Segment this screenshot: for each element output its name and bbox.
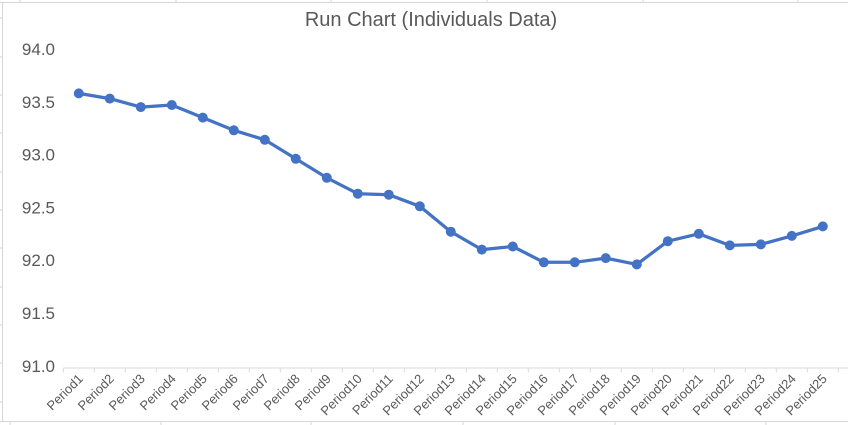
- data-point-period20[interactable]: [662, 236, 673, 247]
- data-series[interactable]: [73, 88, 828, 270]
- data-point-period23[interactable]: [755, 239, 766, 250]
- y-tick-label[interactable]: 93.0: [22, 146, 55, 165]
- value-axis-labels[interactable]: 94.0 93.5 93.0 92.5 92.0 91.5 91.0: [22, 40, 55, 376]
- data-point-period7[interactable]: [259, 134, 270, 145]
- data-point-period19[interactable]: [631, 259, 642, 270]
- y-tick-label[interactable]: 93.5: [22, 93, 55, 112]
- y-tick-label[interactable]: 92.5: [22, 198, 55, 217]
- data-point-period16[interactable]: [538, 257, 549, 268]
- y-tick-label[interactable]: 94.0: [22, 40, 55, 59]
- category-axis[interactable]: [62, 367, 848, 373]
- data-point-period11[interactable]: [383, 189, 394, 200]
- data-point-period3[interactable]: [135, 102, 146, 113]
- data-point-period13[interactable]: [445, 226, 456, 237]
- data-point-period24[interactable]: [786, 230, 797, 241]
- data-point-period21[interactable]: [693, 228, 704, 239]
- data-point-period15[interactable]: [507, 241, 518, 252]
- chart-title[interactable]: Run Chart (Individuals Data): [304, 9, 558, 31]
- data-point-period18[interactable]: [600, 253, 611, 264]
- data-point-period2[interactable]: [104, 93, 115, 104]
- data-point-period1[interactable]: [73, 88, 84, 99]
- data-point-period12[interactable]: [414, 201, 425, 212]
- data-point-period10[interactable]: [352, 188, 363, 199]
- y-tick-label[interactable]: 91.0: [22, 357, 55, 376]
- y-tick-label[interactable]: 91.5: [22, 304, 55, 323]
- data-point-period4[interactable]: [166, 100, 177, 110]
- data-point-period25[interactable]: [817, 221, 828, 232]
- data-point-period14[interactable]: [476, 244, 487, 255]
- data-point-period6[interactable]: [228, 125, 239, 136]
- y-tick-label[interactable]: 92.0: [22, 251, 55, 270]
- data-point-period9[interactable]: [321, 172, 332, 183]
- series-line[interactable]: [77, 91, 825, 267]
- data-point-period22[interactable]: [724, 240, 735, 251]
- data-point-period8[interactable]: [290, 153, 301, 164]
- category-axis-labels[interactable]: Period1Period2Period3Period4Period5Perio…: [44, 371, 830, 418]
- data-point-period17[interactable]: [569, 257, 580, 268]
- data-point-period5[interactable]: [197, 112, 208, 123]
